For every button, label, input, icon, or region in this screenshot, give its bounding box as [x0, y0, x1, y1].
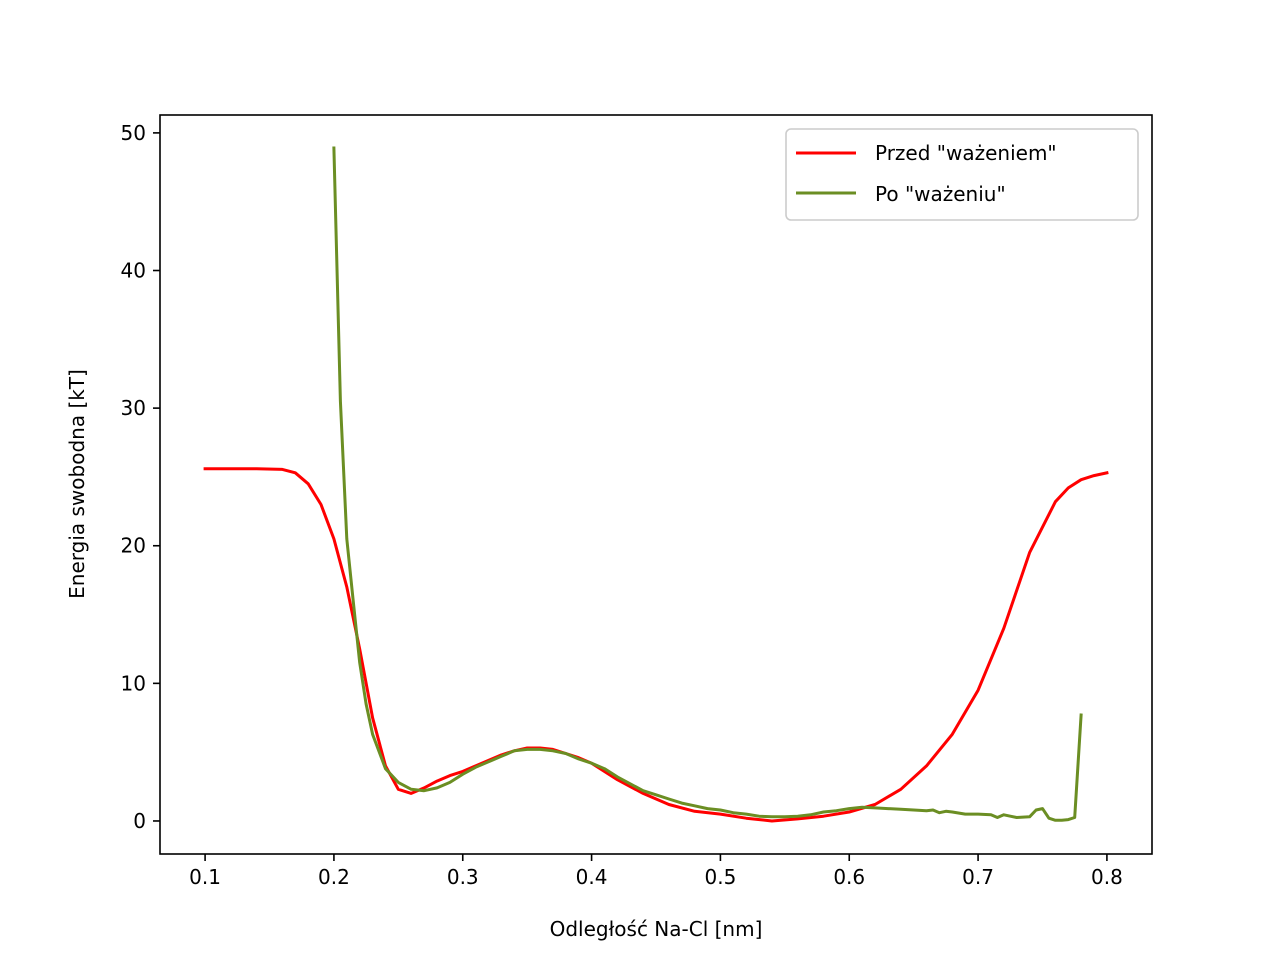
x-axis-label: Odległość Na-Cl [nm]	[550, 917, 763, 941]
y-axis-ticks: 0 10 20 30 40 50	[121, 121, 160, 833]
x-tick-label: 0.2	[318, 865, 350, 889]
x-tick-label: 0.7	[962, 865, 994, 889]
plot-frame	[159, 114, 1153, 855]
legend: Przed "ważeniem" Po "ważeniu"	[785, 128, 1139, 221]
series-line-po	[332, 146, 1083, 822]
x-axis-ticks: 0.1 0.2 0.3 0.4 0.5 0.6 0.7 0.8	[189, 854, 1123, 889]
x-tick-label: 0.6	[833, 865, 865, 889]
x-tick-label: 0.3	[447, 865, 479, 889]
series-layer	[203, 146, 1109, 823]
x-tick-label: 0.4	[576, 865, 608, 889]
y-tick-label: 40	[121, 259, 146, 283]
x-tick-label: 0.1	[189, 865, 221, 889]
y-tick-label: 50	[121, 121, 146, 145]
x-tick-label: 0.8	[1091, 865, 1123, 889]
legend-label-przed: Przed "ważeniem"	[875, 141, 1057, 165]
y-tick-label: 10	[121, 671, 146, 695]
legend-label-po: Po "ważeniu"	[875, 182, 1006, 206]
y-tick-label: 30	[121, 396, 146, 420]
y-tick-label: 0	[133, 809, 146, 833]
y-tick-label: 20	[121, 534, 146, 558]
x-tick-label: 0.5	[705, 865, 737, 889]
y-axis-label: Energia swobodna [kT]	[65, 369, 89, 599]
legend-box	[785, 128, 1139, 221]
